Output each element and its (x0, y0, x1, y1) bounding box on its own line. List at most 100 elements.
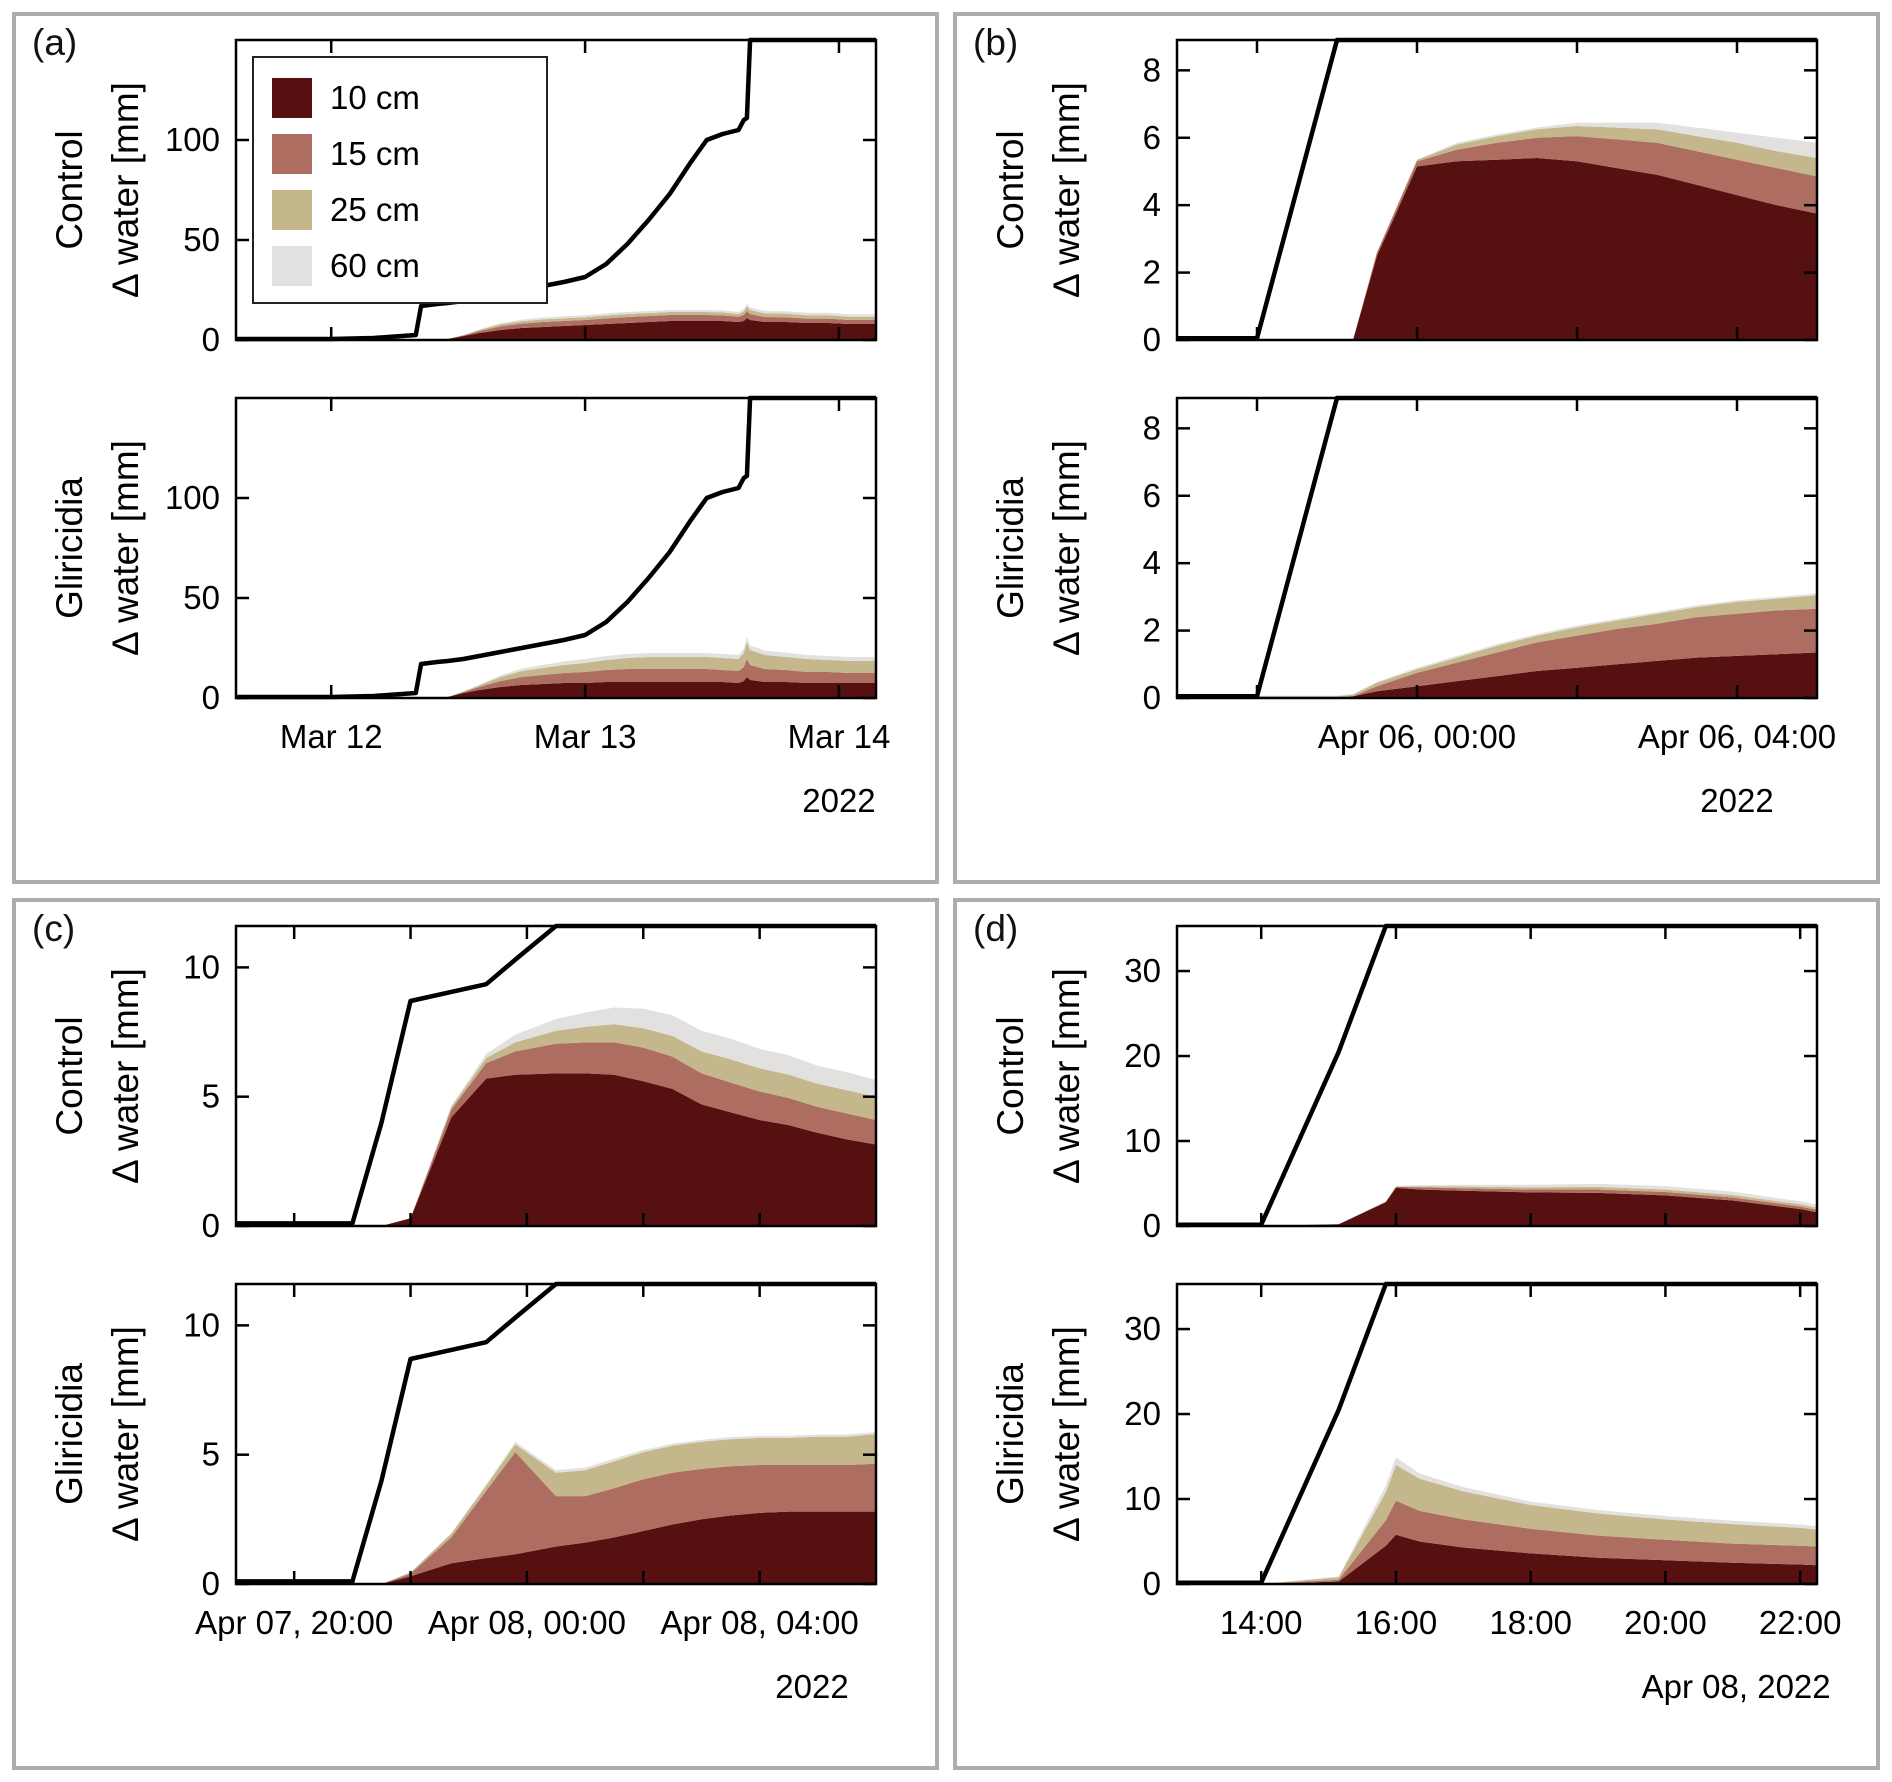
chart-c-gliricidia: 0 5 10 Gliricidia Δ water [mm] Apr 07, 20:00 A… (49, 1281, 878, 1705)
y-tick-label: 30 (1124, 952, 1161, 989)
axes-box (234, 1282, 878, 1586)
band-10cm (1177, 652, 1817, 698)
axes-box (1175, 924, 1819, 1228)
band-10cm (236, 677, 876, 698)
y-tick-label: 5 (202, 1436, 220, 1473)
year-label: 2022 (1700, 782, 1773, 819)
legend-swatch-60cm-icon (272, 246, 312, 286)
x-tick-label: Mar 13 (534, 718, 637, 755)
chart-legend: 10 cm 15 cm 25 cm 60 cm (252, 56, 548, 304)
y-tick-label: 4 (1143, 186, 1161, 223)
band-10cm (236, 318, 876, 340)
treatment-label: Control (990, 1016, 1031, 1135)
band-10cm (236, 1073, 876, 1226)
band-25cm (236, 1024, 876, 1226)
y-tick-label: 10 (183, 948, 220, 985)
x-tick-label: 22:00 (1759, 1604, 1842, 1641)
subplot-c-gliricidia: 0 5 10 Gliricidia Δ water [mm] Apr 07, 20:00 A… (26, 1266, 935, 1736)
y-tick-label: 0 (202, 1565, 220, 1602)
x-tick-label: 16:00 (1355, 1604, 1438, 1641)
band-25cm (236, 306, 876, 340)
legend-label-10cm: 10 cm (330, 79, 420, 116)
x-tick-label: Apr 08, 04:00 (661, 1604, 859, 1641)
x-tick-label: Apr 06, 04:00 (1638, 718, 1836, 755)
x-tick-label: 20:00 (1624, 1604, 1707, 1641)
year-label: 2022 (775, 1668, 848, 1705)
axes-box (234, 924, 878, 1228)
chart-d-control: 0 10 20 30 Control Δ water [mm] (990, 923, 1819, 1244)
y-tick-label: 10 (1124, 1122, 1161, 1159)
subplot-d-gliricidia: 0 10 20 30 Gliricidia Δ water [mm] 14:00 16:00 1… (967, 1266, 1876, 1736)
legend-label-25cm: 25 cm (330, 191, 420, 228)
treatment-label: Gliricidia (49, 477, 90, 619)
y-tick-label: 100 (165, 121, 220, 158)
band-60cm (1177, 122, 1817, 340)
y-tick-label: 50 (183, 221, 220, 258)
y-axis-label: Δ water [mm] (1046, 82, 1087, 298)
panel-c-letter: (c) (32, 908, 76, 949)
y-tick-label: 0 (1143, 321, 1161, 358)
rain-cumulative-line (1177, 923, 1817, 1227)
y-axis-label: Δ water [mm] (105, 82, 146, 298)
y-tick-label: 0 (202, 321, 220, 358)
x-tick-label: Apr 06, 00:00 (1318, 718, 1516, 755)
subplot-c-control: 0 5 10 Control Δ water [mm] (26, 908, 935, 1252)
panel-a: (a) 0 50 100 Control Δ water [mm] 10 cm 15 c… (12, 12, 939, 884)
y-tick-label: 8 (1143, 409, 1161, 446)
panel-c: (c) 0 5 10 Control Δ water [mm] 0 5 10 Gliricid… (12, 898, 939, 1770)
band-15cm (236, 1452, 876, 1584)
band-15cm (1177, 608, 1817, 698)
panel-b-letter: (b) (973, 22, 1019, 63)
axes-box (1175, 38, 1819, 342)
treatment-label: Control (990, 130, 1031, 249)
treatment-label: Control (49, 130, 90, 249)
y-tick-label: 20 (1124, 1395, 1161, 1432)
chart-b-gliricidia: 0 2 4 6 8 Gliricidia Δ water [mm] Apr 06, 00:00… (990, 395, 1836, 819)
band-10cm (236, 1511, 876, 1584)
band-25cm (1177, 1465, 1817, 1584)
x-tick-label: Mar 14 (788, 718, 891, 755)
treatment-label: Gliricidia (990, 1363, 1031, 1505)
chart-d-gliricidia: 0 10 20 30 Gliricidia Δ water [mm] 14:00 16:00 1… (990, 1281, 1842, 1705)
y-tick-label: 6 (1143, 477, 1161, 514)
band-15cm (1177, 1500, 1817, 1584)
y-tick-label: 0 (1143, 1565, 1161, 1602)
band-60cm (1177, 1457, 1817, 1584)
y-tick-label: 0 (1143, 1207, 1161, 1244)
axes-box (1175, 396, 1819, 700)
band-60cm (1177, 593, 1817, 698)
legend-label-60cm: 60 cm (330, 247, 420, 284)
subplot-a-gliricidia: 0 50 100 Gliricidia Δ water [mm] Mar 12 Mar 13… (26, 380, 935, 850)
y-axis-label: Δ water [mm] (1046, 968, 1087, 1184)
y-tick-label: 0 (202, 1207, 220, 1244)
legend-swatch-25cm-icon (272, 190, 312, 230)
y-tick-label: 4 (1143, 544, 1161, 581)
treatment-label: Gliricidia (990, 477, 1031, 619)
y-axis-label: Δ water [mm] (105, 968, 146, 1184)
legend-item-10cm: 10 cm (272, 70, 546, 126)
subplot-a-control: 0 50 100 Control Δ water [mm] 10 cm 15 cm 25… (26, 22, 935, 366)
y-tick-label: 10 (1124, 1480, 1161, 1517)
y-tick-label: 0 (202, 679, 220, 716)
x-tick-label: Mar 12 (280, 718, 383, 755)
y-tick-label: 2 (1143, 254, 1161, 291)
band-10cm (1177, 158, 1817, 340)
legend-item-60cm: 60 cm (272, 238, 546, 294)
y-tick-label: 100 (165, 479, 220, 516)
chart-b-control: 0 2 4 6 8 Control Δ water [mm] (990, 37, 1819, 358)
treatment-label: Control (49, 1016, 90, 1135)
x-tick-label: Apr 07, 20:00 (195, 1604, 393, 1641)
band-15cm (236, 1042, 876, 1226)
subplot-b-gliricidia: 0 2 4 6 8 Gliricidia Δ water [mm] Apr 06, 00:00… (967, 380, 1876, 850)
panel-b: (b) 0 2 4 6 8 Control Δ water [mm] 0 2 4 6 8 Gliric… (953, 12, 1880, 884)
y-tick-label: 30 (1124, 1310, 1161, 1347)
chart-c-control: 0 5 10 Control Δ water [mm] (49, 923, 878, 1244)
band-15cm (236, 311, 876, 340)
legend-swatch-15cm-icon (272, 134, 312, 174)
band-25cm (236, 642, 876, 698)
y-axis-label: Δ water [mm] (1046, 1326, 1087, 1542)
year-label: 2022 (802, 782, 875, 819)
subplot-b-control: 0 2 4 6 8 Control Δ water [mm] (967, 22, 1876, 366)
chart-a-control: 0 50 100 Control Δ water [mm] (49, 37, 878, 358)
